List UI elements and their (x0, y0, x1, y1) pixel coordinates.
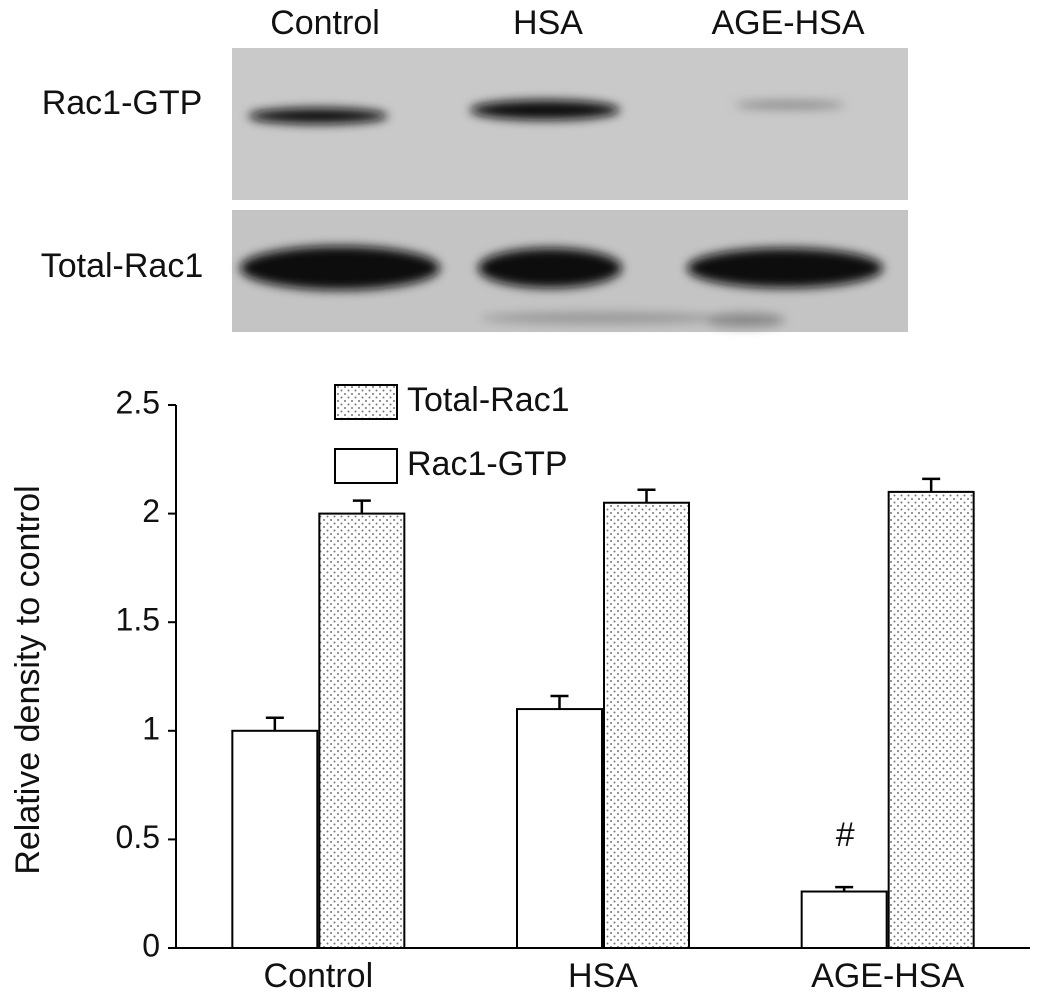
error-bar (550, 694, 569, 710)
band (735, 101, 845, 109)
bar (318, 512, 406, 949)
band (470, 100, 620, 120)
error-bar (637, 488, 656, 503)
annotation: # (836, 816, 855, 854)
y-tick-label: 2.5 (116, 384, 160, 420)
bar (603, 501, 690, 949)
x-tick-label: Control (264, 957, 374, 995)
bar (887, 490, 975, 949)
legend-swatch (334, 384, 398, 420)
lane-label: AGE-HSA (711, 4, 864, 42)
blot: Control HSA AGE-HSA Rac1-GTP Total-Rac1 (41, 4, 908, 332)
y-tick-label: 1.5 (116, 602, 160, 638)
legend-swatch (334, 448, 398, 484)
error-bar (922, 477, 941, 492)
bar (231, 729, 319, 949)
x-tick-label: HSA (568, 957, 638, 995)
error-bar (265, 716, 284, 731)
row-label: Total-Rac1 (41, 247, 204, 285)
y-tick-label: 0 (142, 927, 160, 963)
band (478, 248, 622, 288)
lane-label: HSA (513, 4, 583, 42)
bar (800, 890, 888, 950)
row-label: Rac1-GTP (42, 84, 203, 122)
legend-label: Rac1-GTP (407, 445, 568, 483)
band (248, 108, 388, 124)
y-tick-label: 0.5 (116, 819, 160, 855)
legend-label: Total-Rac1 (407, 381, 570, 419)
bar (516, 708, 603, 950)
x-tick-label: AGE-HSA (811, 957, 964, 995)
y-tick-label: 2 (142, 493, 160, 529)
blot-panel (232, 48, 908, 200)
band (687, 248, 883, 288)
band (480, 312, 720, 324)
lane-label: Control (270, 4, 380, 42)
band (240, 246, 440, 290)
error-bar (352, 499, 371, 514)
band (705, 313, 785, 327)
y-tick-label: 1 (142, 710, 160, 746)
y-axis-label: Relative density to control (9, 485, 47, 874)
